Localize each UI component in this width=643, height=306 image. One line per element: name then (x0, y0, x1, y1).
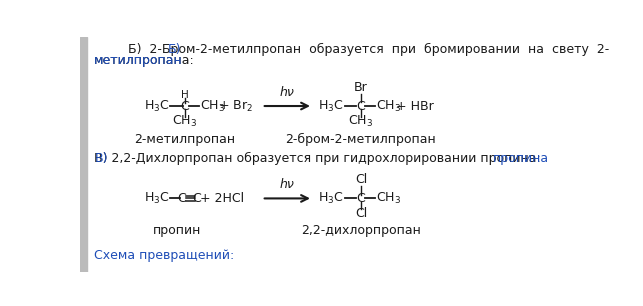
Text: метилпропан: метилпропан (95, 54, 183, 67)
Text: + Br$_2$: + Br$_2$ (219, 99, 253, 114)
Text: CH$_3$: CH$_3$ (376, 99, 401, 114)
Text: C: C (357, 99, 365, 113)
Text: hν: hν (280, 86, 294, 99)
Text: CH$_3$: CH$_3$ (349, 114, 374, 129)
Text: CH$_3$: CH$_3$ (200, 99, 225, 114)
Text: 2,2-дихлорпропан: 2,2-дихлорпропан (301, 224, 421, 237)
Text: C: C (357, 192, 365, 205)
Text: 2-метилпропан: 2-метилпропан (134, 133, 235, 146)
Text: Б)  2-Бром-2-метилпропан  образуется  при  бромировании  на  свету  2-: Б) 2-Бром-2-метилпропан образуется при б… (128, 43, 610, 56)
Text: пропина: пропина (493, 152, 548, 165)
Text: H$_3$C: H$_3$C (318, 191, 344, 206)
Text: + HBr: + HBr (396, 99, 433, 113)
Text: C: C (181, 99, 190, 113)
Text: C: C (177, 192, 186, 205)
Text: В): В) (95, 152, 108, 165)
Text: Схема превращений:: Схема превращений: (95, 249, 235, 262)
Text: Cl: Cl (355, 174, 367, 186)
Text: В) 2,2-Дихлорпропан образуется при гидрохлорировании пропина:: В) 2,2-Дихлорпропан образуется при гидро… (95, 152, 541, 165)
Text: метилпропана:: метилпропана: (95, 54, 195, 67)
Text: hν: hν (280, 178, 294, 191)
Text: 2-бром-2-метилпропан: 2-бром-2-метилпропан (285, 133, 437, 146)
Text: пропин: пропин (153, 224, 201, 237)
Text: H$_3$C: H$_3$C (144, 99, 170, 114)
Text: Br: Br (354, 81, 368, 94)
Text: H$_3$C: H$_3$C (318, 99, 344, 114)
Text: Cl: Cl (355, 207, 367, 220)
Text: H: H (181, 90, 189, 100)
Text: CH$_3$: CH$_3$ (376, 191, 401, 206)
Text: H$_3$C: H$_3$C (144, 191, 170, 206)
Text: C: C (192, 192, 201, 205)
Text: CH$_3$: CH$_3$ (172, 114, 197, 129)
Text: Б): Б) (168, 43, 181, 56)
Text: + 2HCl: + 2HCl (201, 192, 244, 205)
Bar (80, 37, 87, 272)
